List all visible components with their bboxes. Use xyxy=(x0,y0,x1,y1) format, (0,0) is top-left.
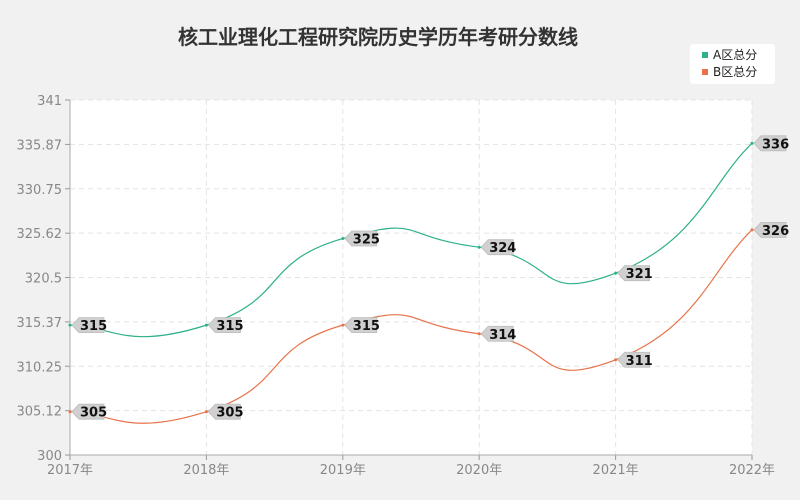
legend-box xyxy=(690,44,775,84)
y-tick-label: 310.25 xyxy=(17,360,63,375)
data-point[interactable] xyxy=(750,141,754,145)
x-tick-label: 2019年 xyxy=(320,463,366,478)
y-tick-label: 315.37 xyxy=(17,316,63,331)
data-label-bg xyxy=(207,317,241,334)
data-point[interactable] xyxy=(204,323,208,327)
data-label-layer: 315 315 325 324 321 336 305 305 315 314 311 326 xyxy=(71,135,789,421)
data-label-bg xyxy=(71,317,105,334)
data-point[interactable] xyxy=(68,323,72,327)
data-label: 314 xyxy=(489,328,516,343)
data-label: 336 xyxy=(762,137,789,152)
data-label: 315 xyxy=(216,319,243,334)
series-line-b xyxy=(69,229,753,424)
chart-title: 核工业理化工程研究院历史学历年考研分数线 xyxy=(178,25,578,49)
legend-swatch-a xyxy=(702,52,708,58)
x-tick-label: 2022年 xyxy=(729,463,775,478)
data-point[interactable] xyxy=(750,228,754,232)
data-label: 315 xyxy=(353,319,380,334)
series-line-a xyxy=(69,142,753,338)
data-point[interactable] xyxy=(614,358,618,362)
y-tick-label: 320.5 xyxy=(25,272,62,287)
data-label-bg xyxy=(480,325,514,342)
legend-label-b[interactable]: B区总分 xyxy=(713,65,757,79)
x-tick-label: 2017年 xyxy=(47,463,93,478)
data-label-bg xyxy=(617,265,650,282)
series-layer xyxy=(68,141,754,424)
data-label: 305 xyxy=(80,406,107,421)
data-point[interactable] xyxy=(68,410,72,414)
data-label: 305 xyxy=(216,406,243,421)
data-label-bg xyxy=(344,317,378,334)
data-point[interactable] xyxy=(477,332,481,336)
y-tick-label: 341 xyxy=(37,94,62,109)
legend: A区总分 B区总分 xyxy=(690,44,775,84)
data-label-bg xyxy=(344,230,378,247)
data-label: 324 xyxy=(489,241,516,256)
data-point[interactable] xyxy=(614,271,618,275)
data-label-bg xyxy=(617,351,650,368)
x-tick-label: 2020年 xyxy=(456,463,502,478)
x-tick-label: 2021年 xyxy=(593,463,639,478)
axis-layer: 300 305.12 310.25 315.37 320.5 325.62 330.75 33… xyxy=(17,94,776,478)
y-tick-label: 305.12 xyxy=(17,405,63,420)
data-label: 311 xyxy=(626,354,653,369)
y-tick-label: 325.62 xyxy=(17,227,63,242)
legend-label-a[interactable]: A区总分 xyxy=(713,48,757,62)
data-label-bg xyxy=(753,135,787,152)
legend-swatch-b xyxy=(702,69,708,75)
y-tick-label: 335.87 xyxy=(17,138,63,153)
x-tick-label: 2018年 xyxy=(183,463,229,478)
data-label-bg xyxy=(207,403,241,420)
y-tick-label: 300 xyxy=(37,449,62,464)
data-label-bg xyxy=(71,403,105,420)
y-tick-label: 330.75 xyxy=(17,183,63,198)
data-label: 321 xyxy=(626,267,653,282)
data-label: 326 xyxy=(762,224,789,239)
data-point[interactable] xyxy=(477,245,481,249)
data-label: 325 xyxy=(353,233,380,248)
data-label: 315 xyxy=(80,319,107,334)
data-point[interactable] xyxy=(341,323,345,327)
data-point[interactable] xyxy=(204,410,208,414)
data-label-bg xyxy=(753,221,787,238)
data-point[interactable] xyxy=(341,237,345,241)
data-label-bg xyxy=(480,239,514,256)
